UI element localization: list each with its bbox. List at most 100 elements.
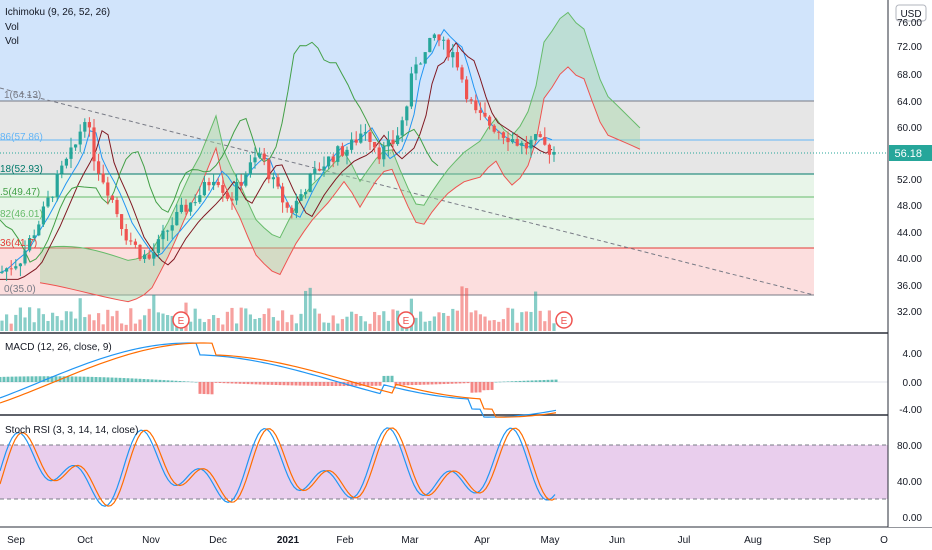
candle-body [474, 100, 478, 111]
candle-body [46, 197, 50, 207]
volume-bar [340, 319, 344, 331]
macd-histogram-bar [334, 382, 338, 386]
macd-histogram-bar [446, 382, 450, 384]
macd-histogram-bar [166, 380, 170, 382]
macd-histogram-bar [106, 377, 110, 382]
volume-bar [285, 322, 289, 331]
volume-bar [235, 323, 239, 331]
macd-histogram-bar [262, 382, 266, 385]
candle-body [469, 99, 473, 101]
macd-histogram-bar [210, 382, 214, 395]
macd-histogram-bar [82, 376, 86, 382]
legend-stoch-rsi[interactable]: Stoch RSI (3, 3, 14, 14, close) [5, 425, 138, 436]
macd-histogram-bar [314, 382, 318, 386]
volume-bar [166, 315, 170, 331]
volume-bar [133, 323, 137, 331]
earnings-markers[interactable]: E E E [172, 311, 573, 329]
price-tick: 76.00 [897, 18, 922, 29]
macd-histogram-bar [230, 382, 234, 384]
legend-vol-2[interactable]: Vol [5, 36, 19, 47]
volume-bar [391, 309, 395, 331]
volume-bar [354, 313, 358, 331]
volume-bar [432, 316, 436, 331]
macd-histogram-bar [126, 378, 130, 382]
macd-histogram-bar [222, 382, 226, 384]
volume-bar [506, 307, 510, 331]
macd-histogram-bar [66, 376, 70, 382]
candle-body [515, 139, 519, 146]
candle-body [221, 185, 225, 193]
time-tick: Jun [609, 535, 625, 546]
macd-histogram-bar [366, 382, 370, 386]
macd-histogram-bar [302, 382, 306, 386]
volume-bar [437, 312, 441, 331]
macd-histogram-bar [114, 377, 118, 382]
volume-bar [501, 319, 505, 331]
macd-histogram-bar [90, 376, 94, 382]
candle-body [166, 230, 170, 232]
volume-bar [0, 320, 4, 331]
volume-bar [189, 321, 193, 331]
candle-body [244, 174, 248, 186]
legend-ichimoku[interactable]: Ichimoku (9, 26, 52, 26) [5, 7, 110, 18]
price-tick: 36.00 [897, 281, 922, 292]
price-scale-bg[interactable] [888, 0, 932, 527]
macd-histogram-bar [518, 380, 522, 382]
candle-body [299, 194, 303, 201]
volume-bar [244, 308, 248, 331]
candle-body [442, 39, 446, 41]
macd-histogram-bar [486, 382, 490, 391]
legend-macd[interactable]: MACD (12, 26, close, 9) [5, 342, 112, 353]
candle-body [405, 106, 409, 121]
tenkan-line [0, 28, 553, 274]
macd-histogram-bar [10, 376, 14, 382]
legend-vol-1[interactable]: Vol [5, 22, 19, 33]
volume-bar [520, 312, 524, 331]
time-axis[interactable]: Sep Oct Nov Dec 2021 Feb Mar Apr May Jun… [7, 535, 888, 546]
candle-body [414, 64, 418, 74]
ichimoku-lines [0, 28, 553, 280]
candle-body [382, 146, 386, 160]
volume-bar [478, 314, 482, 331]
candle-body [262, 153, 266, 160]
macd-histogram-bar [414, 382, 418, 385]
candle-body [501, 132, 505, 138]
volume-bar [474, 310, 478, 331]
volume-bar [552, 323, 556, 331]
candle-body [428, 37, 432, 53]
macd-histogram-bar [242, 382, 246, 384]
macd-histogram-bar [138, 378, 142, 382]
macd-histogram-bar [434, 382, 438, 385]
candle-body [304, 192, 308, 195]
volume-bar [414, 317, 418, 331]
macd-histogram-bar [254, 382, 258, 385]
time-tick: Aug [744, 535, 762, 546]
macd-histogram-bar [526, 380, 530, 382]
macd-histogram-bar [62, 376, 66, 382]
current-price-badge: 56.18 [889, 145, 932, 161]
volume-bar [281, 310, 285, 331]
volume-bar [55, 316, 59, 331]
macd-histogram-bar [402, 382, 406, 386]
candle-body [465, 79, 469, 100]
candle-body [294, 200, 298, 213]
volume-bar [262, 314, 266, 331]
volume-bar [161, 313, 165, 331]
macd-histogram-bar [266, 382, 270, 385]
macd-histogram-bar [362, 382, 366, 386]
fib-label-7: 0(35.0) [4, 284, 36, 295]
candle-body [543, 137, 547, 145]
candle-body [386, 139, 390, 147]
macd-histogram-bar [494, 381, 498, 383]
volume-bar [363, 321, 367, 331]
macd-histogram-bar [134, 378, 138, 382]
time-tick: 2021 [277, 535, 300, 546]
currency-badge[interactable]: USD [895, 4, 927, 22]
candle-body [419, 63, 423, 65]
candle-body [308, 174, 312, 193]
volume-bar [147, 308, 151, 331]
candle-body [520, 142, 524, 146]
volume-bar [202, 322, 206, 331]
macd-histogram-bar [122, 378, 126, 382]
macd-histogram-bar [510, 381, 514, 382]
